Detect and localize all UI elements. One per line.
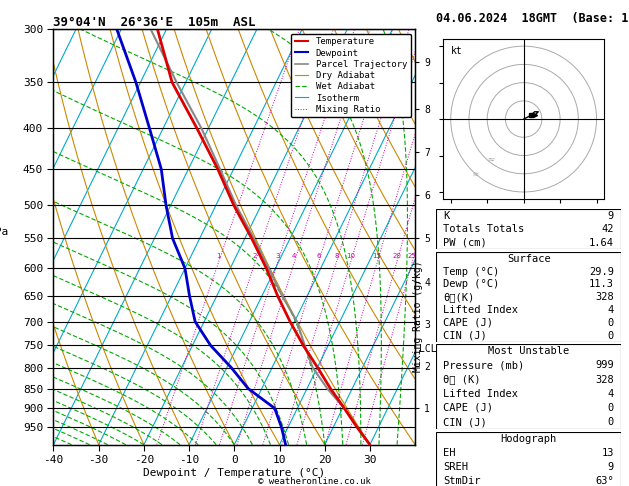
Text: Hodograph: Hodograph [501, 434, 557, 444]
Text: 4: 4 [608, 389, 614, 399]
Text: © weatheronline.co.uk: © weatheronline.co.uk [258, 477, 371, 486]
Text: 0: 0 [608, 417, 614, 427]
Text: 2: 2 [253, 253, 257, 259]
Text: CIN (J): CIN (J) [443, 331, 487, 341]
Text: SREH: SREH [443, 462, 469, 472]
Text: 3: 3 [276, 253, 280, 259]
Y-axis label: km
ASL: km ASL [438, 215, 455, 237]
Text: 328: 328 [595, 375, 614, 384]
X-axis label: Dewpoint / Temperature (°C): Dewpoint / Temperature (°C) [143, 468, 325, 478]
Text: Most Unstable: Most Unstable [488, 346, 569, 356]
Text: ≈: ≈ [487, 155, 494, 165]
Text: 13: 13 [601, 448, 614, 458]
Text: Dewp (°C): Dewp (°C) [443, 279, 499, 289]
Text: 4: 4 [292, 253, 296, 259]
Text: 25: 25 [408, 253, 416, 259]
Text: θᴇ(K): θᴇ(K) [443, 292, 474, 302]
Text: 20: 20 [392, 253, 401, 259]
Text: 15: 15 [372, 253, 382, 259]
Text: kt: kt [451, 46, 462, 56]
Text: CAPE (J): CAPE (J) [443, 403, 493, 413]
Text: 999: 999 [595, 361, 614, 370]
Text: Mixing Ratio (g/kg): Mixing Ratio (g/kg) [413, 260, 423, 372]
Text: θᴇ (K): θᴇ (K) [443, 375, 481, 384]
Text: Lifted Index: Lifted Index [443, 305, 518, 315]
Text: LCL: LCL [419, 344, 437, 354]
Text: EH: EH [443, 448, 456, 458]
Text: K: K [443, 211, 450, 221]
Text: Temp (°C): Temp (°C) [443, 266, 499, 277]
Text: 8: 8 [334, 253, 338, 259]
Text: 11.3: 11.3 [589, 279, 614, 289]
Text: 1.64: 1.64 [589, 238, 614, 248]
Text: 4: 4 [608, 305, 614, 315]
Text: 10: 10 [346, 253, 355, 259]
Text: Totals Totals: Totals Totals [443, 225, 525, 234]
Text: 6: 6 [316, 253, 321, 259]
Legend: Temperature, Dewpoint, Parcel Trajectory, Dry Adiabat, Wet Adiabat, Isotherm, Mi: Temperature, Dewpoint, Parcel Trajectory… [291, 34, 411, 118]
Text: 328: 328 [595, 292, 614, 302]
Text: 0: 0 [608, 331, 614, 341]
Y-axis label: hPa: hPa [0, 227, 8, 237]
Text: Pressure (mb): Pressure (mb) [443, 361, 525, 370]
Text: 1: 1 [216, 253, 221, 259]
Text: 04.06.2024  18GMT  (Base: 18): 04.06.2024 18GMT (Base: 18) [436, 12, 629, 25]
Text: 63°: 63° [595, 476, 614, 486]
Text: 0: 0 [608, 403, 614, 413]
Text: StmDir: StmDir [443, 476, 481, 486]
Text: 42: 42 [601, 225, 614, 234]
Text: 9: 9 [608, 462, 614, 472]
Text: 9: 9 [608, 211, 614, 221]
Text: Lifted Index: Lifted Index [443, 389, 518, 399]
Text: 0: 0 [608, 318, 614, 328]
Text: 39°04'N  26°36'E  105m  ASL: 39°04'N 26°36'E 105m ASL [53, 16, 256, 29]
Text: ≈: ≈ [472, 170, 479, 179]
Text: CIN (J): CIN (J) [443, 417, 487, 427]
Text: PW (cm): PW (cm) [443, 238, 487, 248]
Text: 29.9: 29.9 [589, 266, 614, 277]
Text: Surface: Surface [507, 254, 550, 264]
Text: CAPE (J): CAPE (J) [443, 318, 493, 328]
